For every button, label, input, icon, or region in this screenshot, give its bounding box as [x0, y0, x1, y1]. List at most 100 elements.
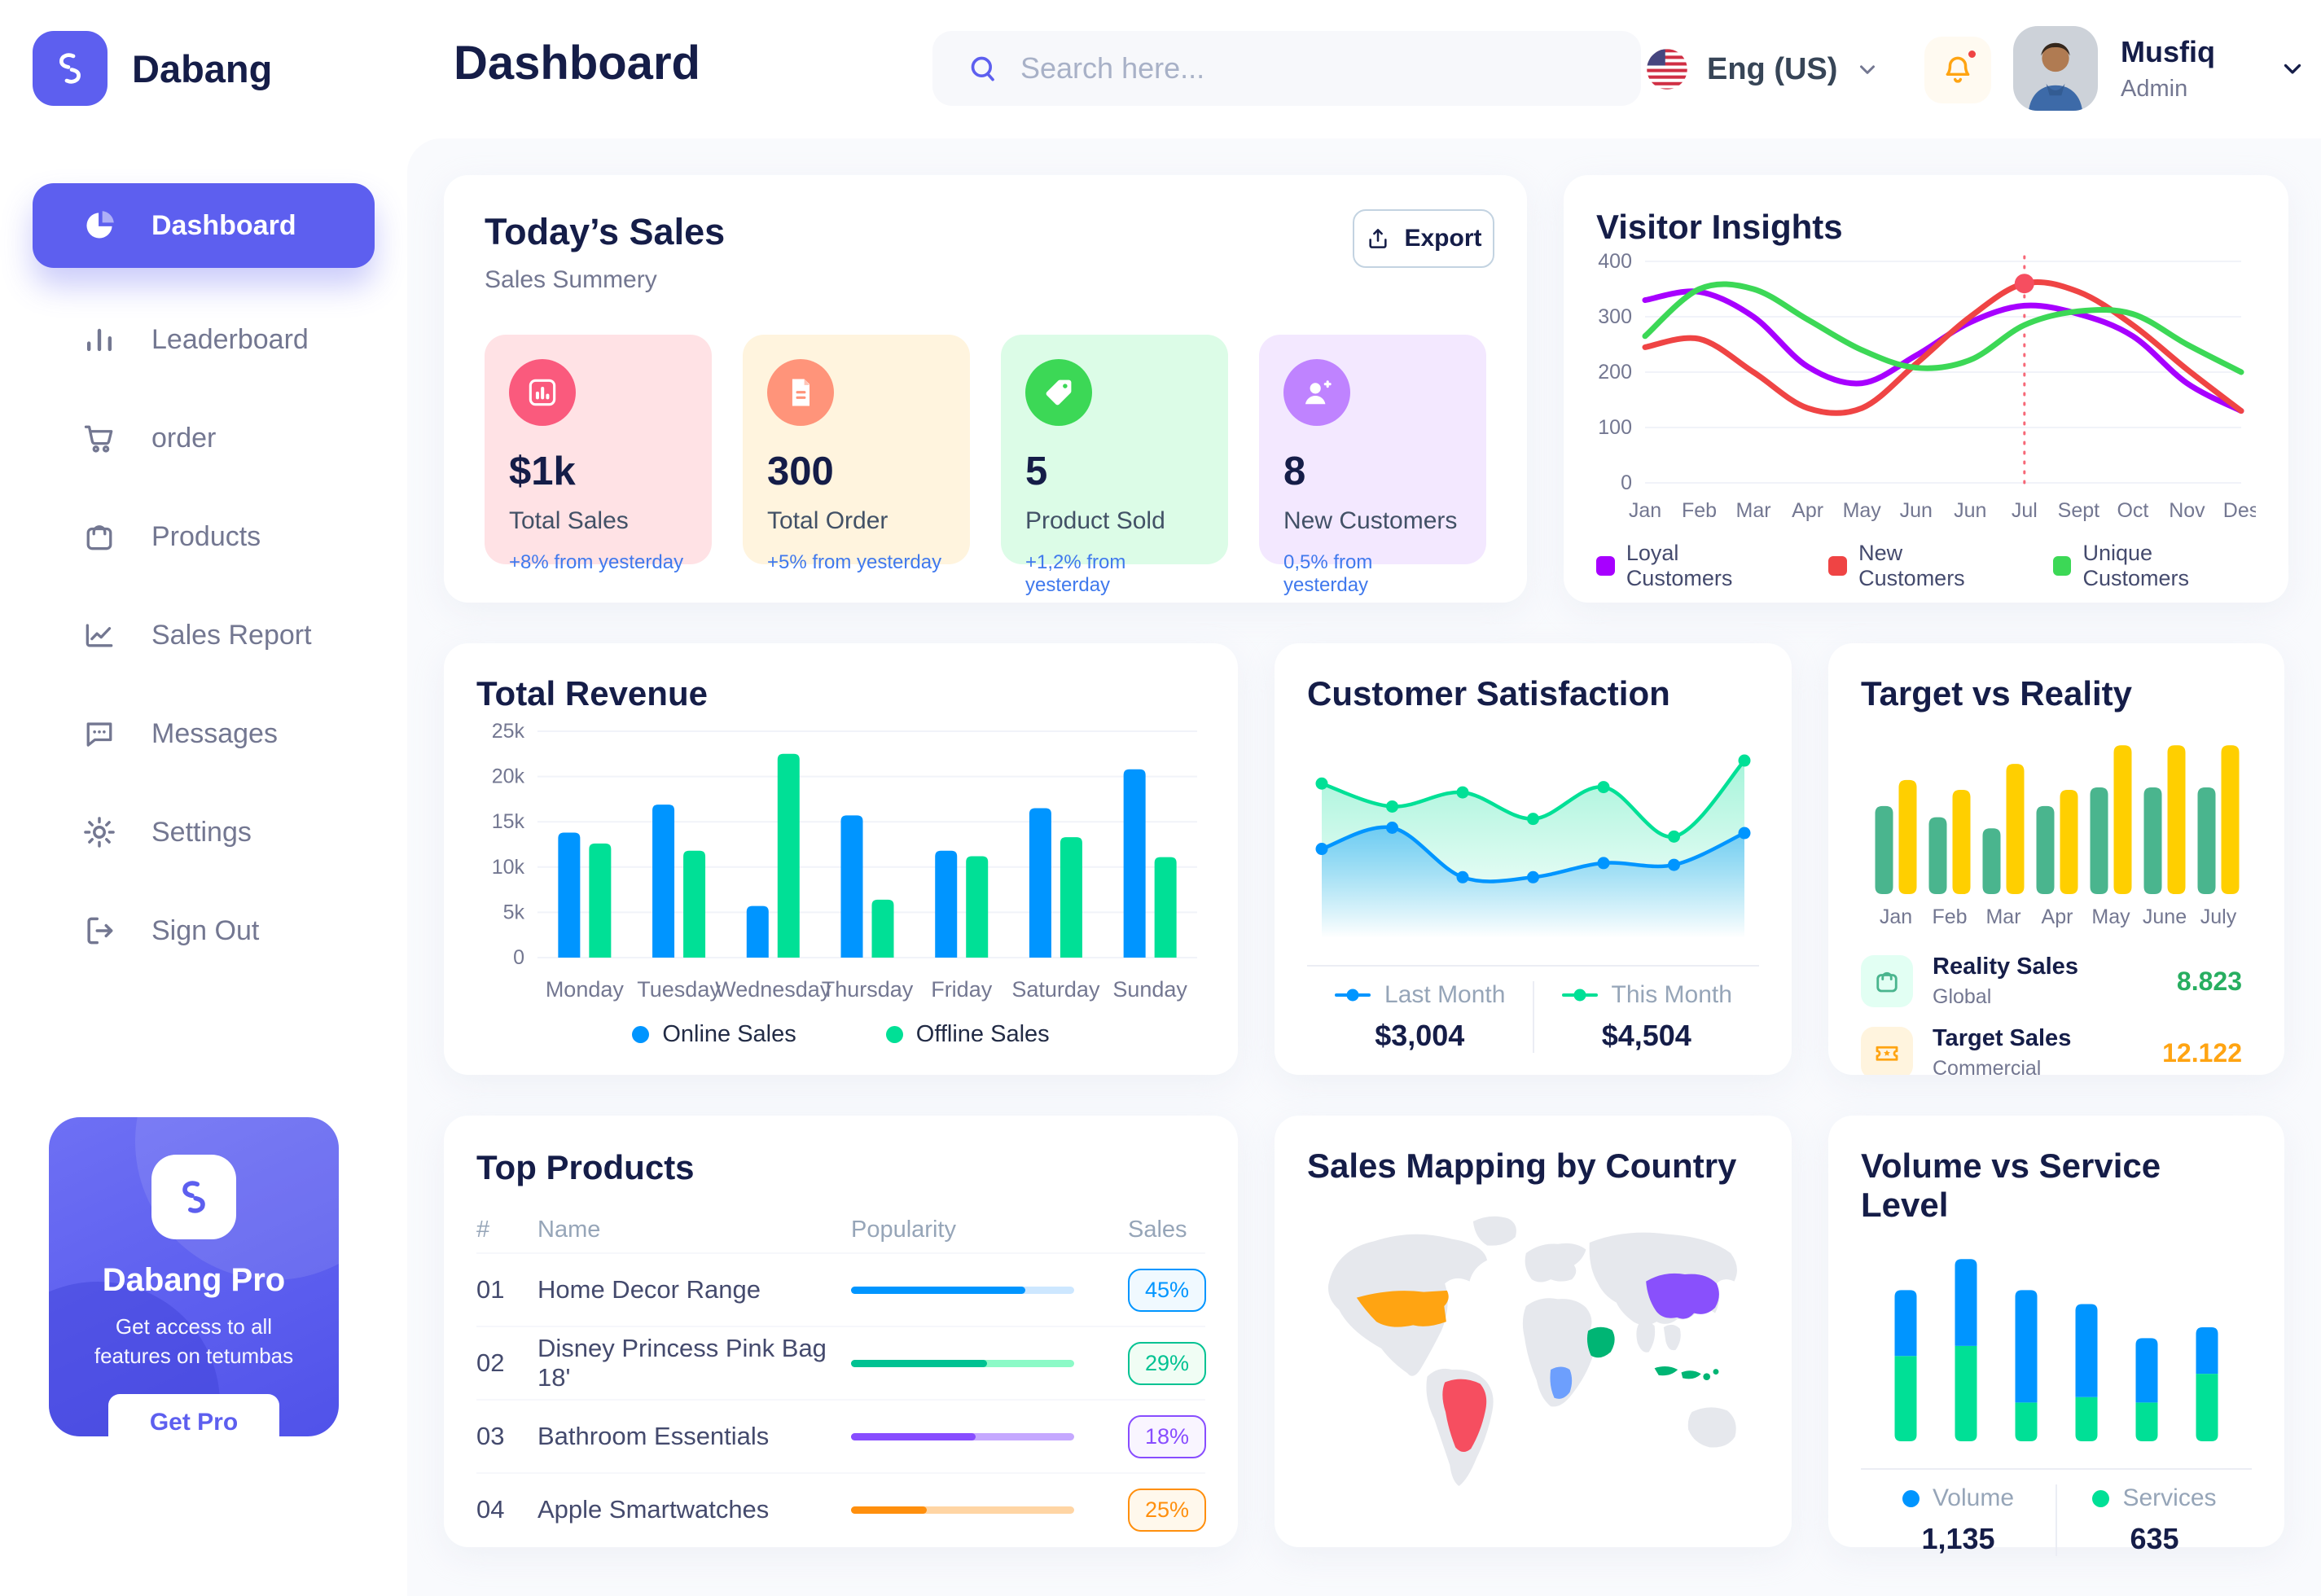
- legend-item-last-month: Last Month $3,004: [1307, 981, 1533, 1053]
- legend-value: 8.823: [2176, 966, 2242, 996]
- svg-text:400: 400: [1598, 250, 1632, 273]
- sidebar-item-label: order: [151, 422, 217, 454]
- popularity-bar: [851, 1286, 1074, 1294]
- language-label: Eng (US): [1707, 51, 1838, 86]
- get-pro-button[interactable]: Get Pro: [108, 1393, 279, 1436]
- popularity-bar: [851, 1432, 1074, 1440]
- legend-dot: [632, 1026, 650, 1043]
- customer-satisfaction-legend: Last Month $3,004 This Month $4,504: [1307, 981, 1759, 1053]
- legend-value: $4,504: [1601, 1019, 1691, 1052]
- sidebar-item-products[interactable]: Products: [33, 494, 375, 579]
- product-num: 01: [476, 1275, 505, 1304]
- svg-text:Sunday: Sunday: [1112, 977, 1187, 1002]
- svg-text:Des: Des: [2223, 499, 2256, 522]
- svg-text:Saturday: Saturday: [1011, 977, 1100, 1002]
- language-selector[interactable]: Eng (US): [1645, 0, 1880, 138]
- product-name: Disney Princess Pink Bag 18': [537, 1334, 827, 1392]
- legend-line-dot: [1335, 989, 1371, 1002]
- us-flag-icon: [1647, 49, 1687, 90]
- pro-subtitle: Get access to all features on tetumbas: [94, 1314, 294, 1369]
- gear-icon: [81, 814, 117, 850]
- legend-label: Target Sales: [1933, 1025, 2072, 1051]
- volume-service-card: Volume vs Service Level Volume 1,135 Servi…: [1828, 1116, 2284, 1556]
- svg-text:May: May: [2091, 905, 2130, 928]
- sidebar-item-label: Sign Out: [151, 914, 260, 946]
- notifications-button[interactable]: [1924, 37, 1991, 103]
- volume-service-title: Volume vs Service Level: [1861, 1147, 2161, 1224]
- legend-label: Reality Sales: [1933, 954, 2078, 980]
- chevron-down-icon: [1860, 65, 1876, 74]
- sales-badge: 18%: [1128, 1414, 1206, 1458]
- country-indonesia: [1654, 1366, 1719, 1380]
- svg-text:Wednesday: Wednesday: [715, 977, 831, 1002]
- svg-text:Jun: Jun: [1900, 499, 1933, 522]
- stat-label: Total Order: [767, 507, 888, 534]
- table-row[interactable]: 03 Bathroom Essentials 18%: [476, 1399, 1206, 1472]
- sidebar-item-sign-out[interactable]: Sign Out: [33, 888, 375, 973]
- svg-text:100: 100: [1598, 416, 1632, 439]
- cart-icon: [81, 420, 117, 456]
- total-revenue-legend: Online Sales Offline Sales: [476, 1021, 1205, 1048]
- legend-dot: [1902, 1489, 1920, 1507]
- legend-item-offline-sales: Offline Sales: [885, 1021, 1050, 1048]
- legend-item-loyal-customers: Loyal Customers: [1596, 541, 1783, 591]
- sales-badge: 25%: [1128, 1488, 1206, 1532]
- export-icon: [1369, 229, 1388, 248]
- table-row[interactable]: 02 Disney Princess Pink Bag 18' 29%: [476, 1326, 1206, 1399]
- product-num: 03: [476, 1422, 505, 1450]
- sidebar-item-leaderboard[interactable]: Leaderboard: [33, 297, 375, 382]
- continent-africa: [1522, 1298, 1595, 1407]
- message-icon: [81, 716, 117, 752]
- export-button[interactable]: Export: [1353, 209, 1494, 268]
- sidebar-item-sales-report[interactable]: Sales Report: [33, 593, 375, 677]
- volume-service-legend: Volume 1,135 Services 635: [1861, 1484, 2252, 1556]
- svg-text:Feb: Feb: [1932, 905, 1967, 928]
- stat-value: 5: [1025, 449, 1048, 493]
- user-profile[interactable]: Musfiq Admin: [2013, 26, 2306, 111]
- sidebar: Dabang Dashboard Leaderboard order Products…: [0, 0, 407, 1596]
- sidebar-item-dashboard[interactable]: Dashboard: [33, 183, 375, 268]
- visitor-insights-legend: Loyal Customers New Customers Unique Custo…: [1596, 541, 2256, 591]
- legend-item-this-month: This Month $4,504: [1532, 981, 1760, 1053]
- visitor-insights-card: Visitor Insights 0 100 200 300 400 Jan Feb Mar A…: [1564, 175, 2288, 603]
- svg-text:Apr: Apr: [1792, 499, 1823, 522]
- svg-text:20k: 20k: [492, 765, 525, 788]
- legend-value: $3,004: [1375, 1019, 1465, 1052]
- sidebar-item-order[interactable]: order: [33, 396, 375, 480]
- product-name: Home Decor Range: [537, 1275, 761, 1304]
- line-chart-icon: [81, 617, 117, 653]
- table-row[interactable]: 01 Home Decor Range 45%: [476, 1252, 1206, 1326]
- col-sales: Sales: [1128, 1216, 1187, 1243]
- legend-value: 635: [2130, 1522, 2179, 1555]
- sales-card-product-sold: 5 Product Sold +1,2% from yesterday: [1001, 335, 1228, 596]
- stat-delta: +8% from yesterday: [509, 551, 684, 573]
- ticket-icon: [1861, 1027, 1913, 1075]
- search-input[interactable]: [1020, 51, 1542, 86]
- total-revenue-card: Total Revenue 0 5k 10k 15k 20k 25k Monday Tuesd…: [444, 643, 1238, 1075]
- legend-dot: [2092, 1489, 2110, 1507]
- legend-value: 1,135: [1921, 1522, 1995, 1555]
- country-united-states: [1356, 1290, 1449, 1327]
- legend-item-target-sales: Target Sales Commercial 12.122: [1861, 1025, 2252, 1075]
- customer-satisfaction-chart: [1307, 725, 1759, 957]
- product-num: 04: [476, 1495, 505, 1524]
- profile-chevron-icon[interactable]: [2279, 55, 2306, 82]
- sidebar-item-messages[interactable]: Messages: [33, 691, 375, 776]
- pro-title: Dabang Pro: [102, 1262, 286, 1298]
- stat-label: Product Sold: [1025, 507, 1165, 534]
- legend-sublabel: Commercial: [1933, 1057, 2042, 1075]
- search-bar: [932, 31, 1641, 106]
- legend-value: 12.122: [2162, 1037, 2242, 1068]
- legend-swatch: [1596, 556, 1615, 576]
- legend-item-reality-sales: Reality Sales Global 8.823: [1861, 954, 2252, 1009]
- legend-swatch: [2052, 556, 2072, 576]
- sidebar-item-settings[interactable]: Settings: [33, 790, 375, 875]
- table-row[interactable]: 04 Apple Smartwatches 25%: [476, 1472, 1206, 1546]
- brand: Dabang: [0, 0, 407, 106]
- top-products-title: Top Products: [476, 1148, 695, 1186]
- product-name: Apple Smartwatches: [537, 1495, 770, 1524]
- svg-text:July: July: [2200, 905, 2237, 928]
- svg-text:May: May: [1843, 499, 1882, 522]
- stat-label: Total Sales: [509, 507, 629, 534]
- product-name: Bathroom Essentials: [537, 1422, 770, 1450]
